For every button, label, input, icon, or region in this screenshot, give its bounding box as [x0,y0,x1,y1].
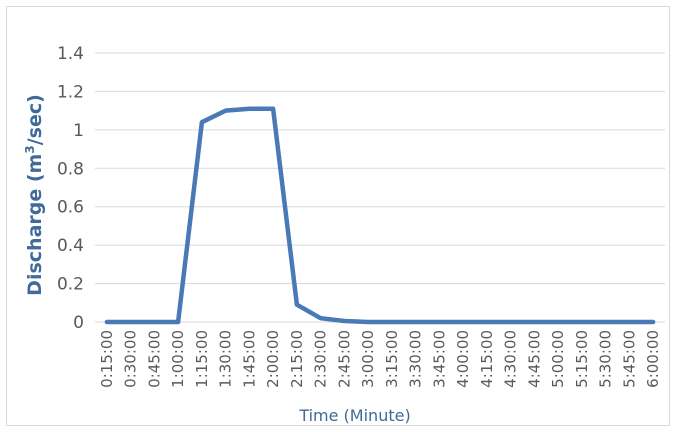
x-tick-label: 5:00:00 [549,330,567,388]
x-axis-title: Time (Minute) [298,406,410,425]
series-line-0 [104,106,656,325]
x-tick-label: 1:00:00 [169,330,187,388]
x-tick-label: 3:15:00 [383,330,401,388]
y-tick-label: 1.2 [57,82,84,102]
x-tick-label: 4:45:00 [525,330,543,388]
x-tick-label: 3:30:00 [407,330,425,388]
y-tick-label: 1.4 [57,44,84,64]
x-tick-label: 5:15:00 [573,330,591,388]
y-tick-label: 0.4 [57,236,84,256]
x-tick-label: 5:45:00 [620,330,638,388]
x-tick-label: 6:00:00 [644,330,662,388]
y-tick-label: 0.2 [57,275,84,295]
x-tick-label: 4:15:00 [478,330,496,388]
x-tick-label: 2:30:00 [312,330,330,388]
x-tick-label: 0:30:00 [122,330,140,388]
x-tick-labels: 0:15:00 0:30:00 0:45:00 1:00:00 1:15:00 1:30:… [98,330,662,388]
y-tick-label: 0.8 [57,159,84,179]
x-tick-label: 5:30:00 [597,330,615,388]
x-tick-label: 3:45:00 [430,330,448,388]
x-tick-label: 0:15:00 [98,330,116,388]
x-tick-label: 4:30:00 [502,330,520,388]
gridlines [95,52,665,323]
x-tick-label: 2:15:00 [288,330,306,388]
x-tick-label: 4:00:00 [454,330,472,388]
x-tick-label: 1:45:00 [240,330,258,388]
series-layer [104,106,656,325]
y-tick-label: 0 [73,313,84,333]
x-tick-label: 1:15:00 [193,330,211,388]
x-tick-label: 1:30:00 [217,330,235,388]
y-tick-label: 0.6 [57,198,84,218]
x-tick-label: 3:00:00 [359,330,377,388]
chart-frame [6,6,670,426]
x-tick-label: 2:45:00 [335,330,353,388]
x-tick-label: 0:45:00 [145,330,163,388]
x-tick-label: 2:00:00 [264,330,282,388]
y-tick-labels: 0 0.2 0.4 0.6 0.8 1 1.2 1.4 [57,44,84,333]
y-axis-title: Discharge (m3/sec) [23,94,46,296]
y-tick-label: 1 [73,121,84,141]
